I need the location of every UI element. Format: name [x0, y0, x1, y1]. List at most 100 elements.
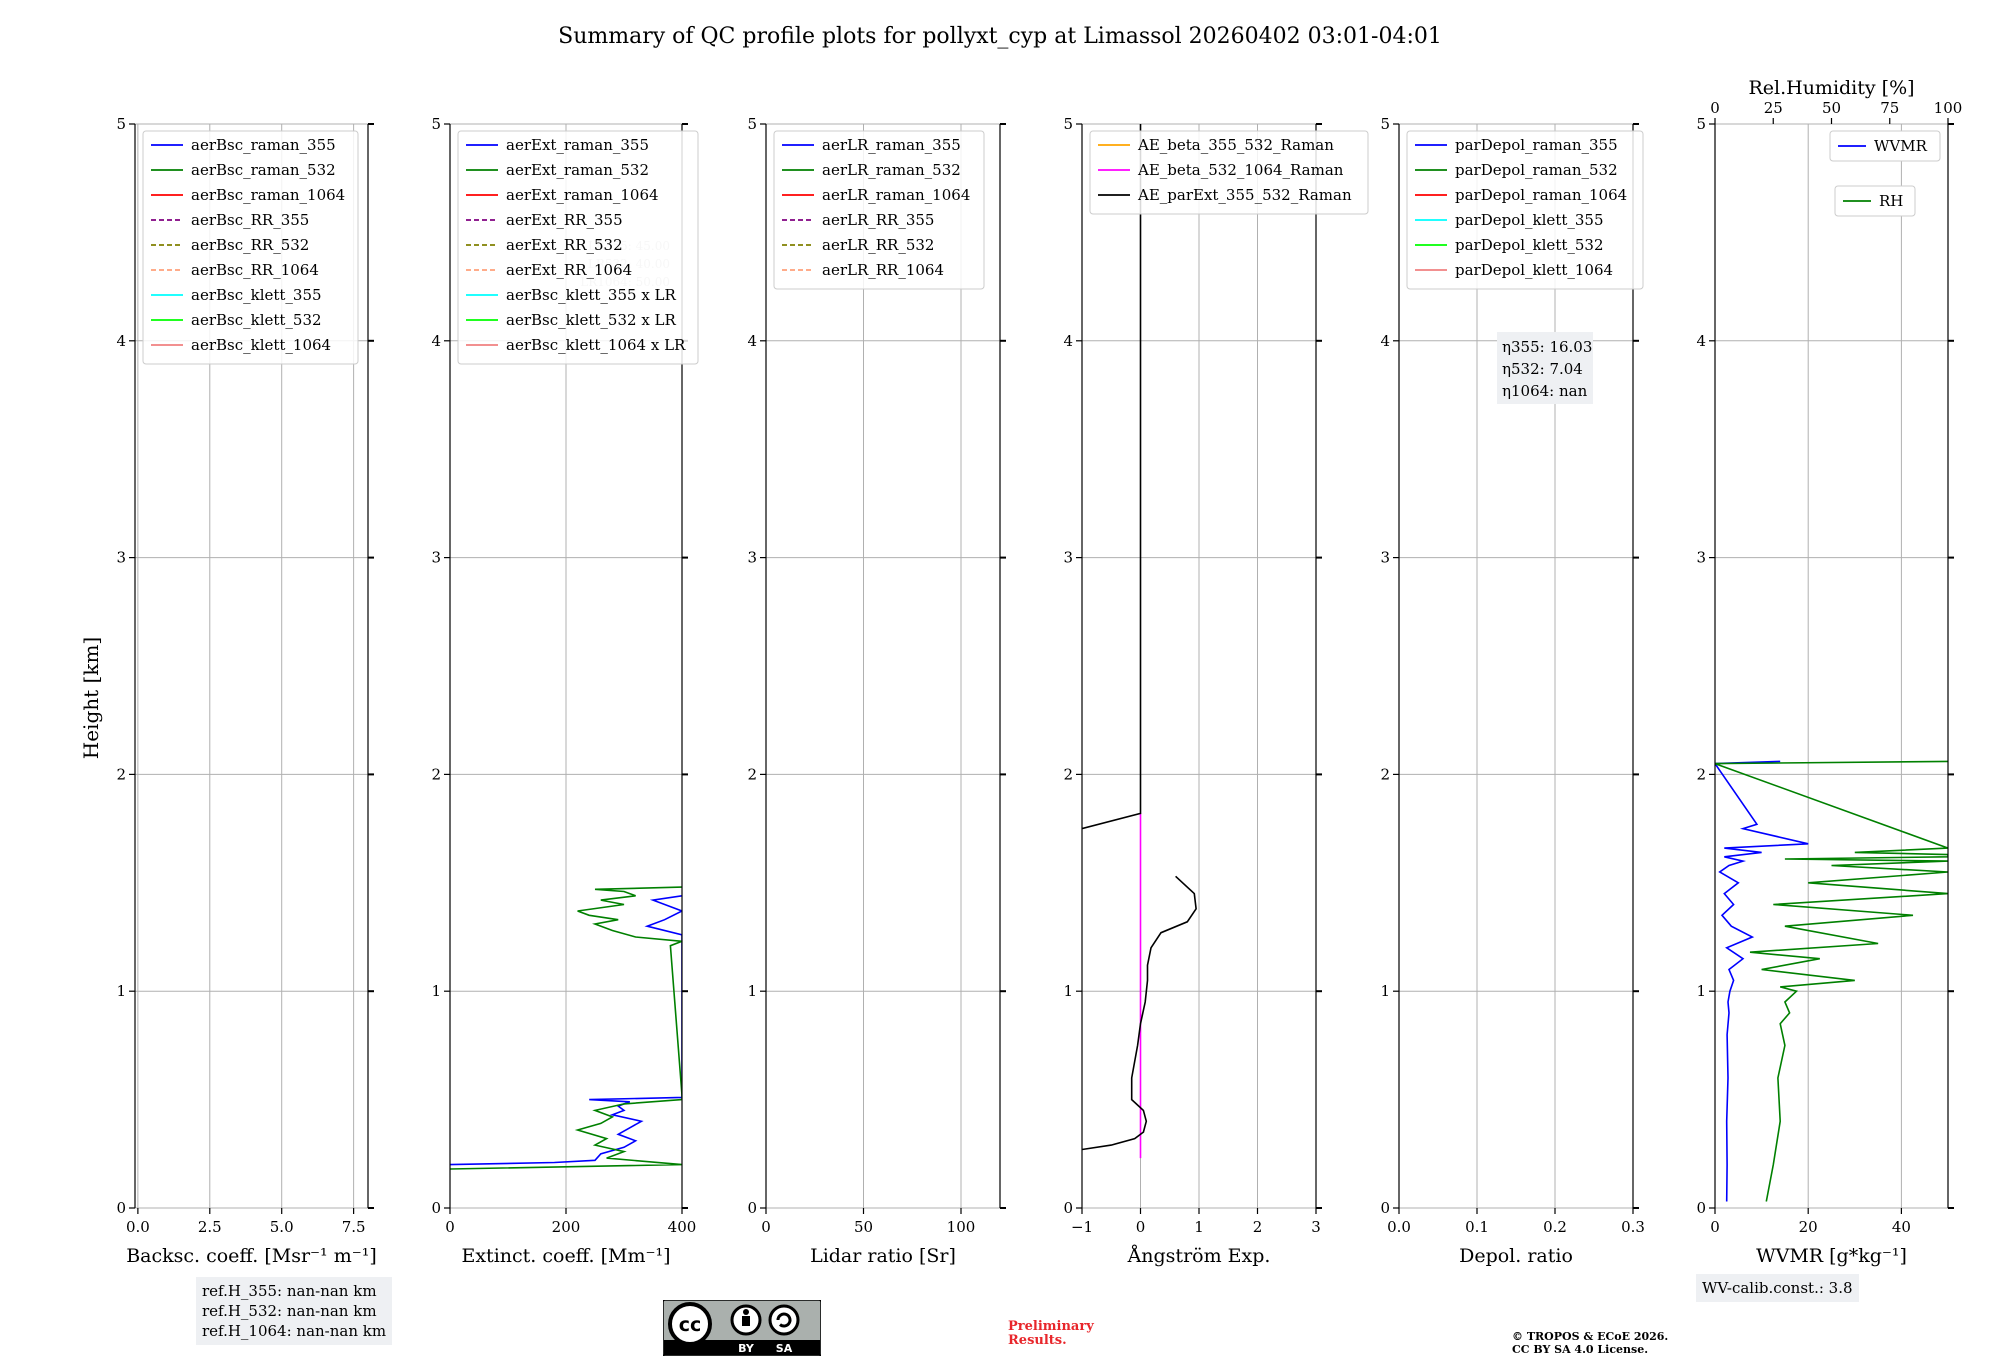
legend-label: parDepol_raman_355 [1455, 136, 1618, 154]
legend-label: aerExt_RR_1064 [506, 261, 632, 279]
legend-bsc: aerBsc_raman_355 aerBsc_raman_532 aerBsc_r… [142, 130, 359, 365]
y-tick-label: 4 [1063, 332, 1073, 350]
top-x-tick-label: 50 [1822, 99, 1841, 117]
y-tick-label: 1 [1063, 982, 1073, 1000]
x-tick-label: 100 [947, 1218, 976, 1236]
legend-label: aerBsc_raman_532 [191, 161, 336, 179]
shared-y-axis-label: Height [km] [79, 637, 103, 759]
legend-label: aerBsc_RR_355 [191, 211, 309, 229]
wv-calibration-constant: WV-calib.const.: 3.8 [1702, 1279, 1853, 1297]
legend-label: aerLR_RR_1064 [822, 261, 944, 279]
y-tick-label: 1 [747, 982, 757, 1000]
plot-panels: 0 1 2 3 4 5 0.0 2.5 5.0 7.5 Backsc. coeff. [Msr⁻¹ … [116, 77, 1962, 1267]
legend-frame [1089, 130, 1369, 215]
y-tick-label: 3 [1380, 549, 1390, 567]
y-tick-label: 2 [1380, 765, 1390, 783]
y-tick-label: 4 [116, 332, 126, 350]
legend-label: aerExt_RR_532 [506, 236, 623, 254]
x-tick-label: 1 [1194, 1218, 1204, 1236]
legend-label: aerBsc_klett_355 x LR [506, 286, 677, 304]
x-tick-label: 0 [1710, 1218, 1720, 1236]
y-tick-label: 1 [1380, 982, 1390, 1000]
legend-ae: AE_beta_355_532_Raman AE_beta_532_1064_Ra… [1089, 130, 1369, 215]
x-tick-label: 0.0 [126, 1218, 150, 1236]
y-tick-label: 5 [431, 115, 441, 133]
x-tick-label: 50 [854, 1218, 873, 1236]
series-aerExt_raman_532 [450, 886, 682, 1170]
y-tick-label: 0 [431, 1199, 441, 1217]
legend-label: aerBsc_klett_1064 [191, 336, 331, 354]
eta-annotation: η355: 16.03 [1502, 338, 1592, 356]
y-tick-label: 4 [1696, 332, 1706, 350]
y-tick-label: 1 [116, 982, 126, 1000]
y-tick-label: 2 [747, 765, 757, 783]
y-tick-label: 0 [747, 1199, 757, 1217]
top-x-tick-label: 75 [1880, 99, 1899, 117]
legend-lr: aerLR_raman_355 aerLR_raman_532 aerLR_rama… [773, 130, 985, 290]
panel-bsc: 0 1 2 3 4 5 0.0 2.5 5.0 7.5 Backsc. coeff. [Msr⁻¹ … [116, 115, 376, 1267]
cc-logo-text: cc [679, 1314, 702, 1336]
legend-frame [142, 130, 359, 365]
y-tick-label: 3 [1063, 549, 1073, 567]
x-axis-label: Depol. ratio [1459, 1245, 1573, 1267]
wv-calibration-box: WV-calib.const.: 3.8 [1696, 1274, 1859, 1302]
y-tick-label: 2 [116, 765, 126, 783]
y-tick-label: 0 [1063, 1199, 1073, 1217]
series-RH [1715, 760, 1948, 1202]
y-tick-label: 3 [431, 549, 441, 567]
y-tick-label: 3 [116, 549, 126, 567]
y-tick-label: 0 [1380, 1199, 1390, 1217]
grid-wv [1714, 123, 1948, 1209]
legend-label: aerLR_raman_355 [822, 136, 961, 154]
cc-sa-label: SA [776, 1342, 793, 1355]
legend-frame [1829, 130, 1941, 162]
top-x-tick-label: 25 [1764, 99, 1783, 117]
legend-label: aerExt_RR_355 [506, 211, 623, 229]
y-tick-label: 3 [1696, 549, 1706, 567]
legend-label: aerLR_raman_532 [822, 161, 961, 179]
x-tick-label: 0.0 [1387, 1218, 1411, 1236]
x-axis-label: Extinct. coeff. [Mm⁻¹] [461, 1245, 670, 1267]
y-tick-label: 2 [1696, 765, 1706, 783]
share-alike-icon [768, 1304, 800, 1336]
legend-label: parDepol_raman_532 [1455, 161, 1618, 179]
series-AE_parExt_355_532_Raman_upper [1082, 124, 1142, 830]
x-tick-label: 0.2 [1543, 1218, 1567, 1236]
y-tick-label: 0 [116, 1199, 126, 1217]
eta-annotation: η532: 7.04 [1502, 360, 1583, 378]
eta-annotation-box [1497, 332, 1593, 404]
top-x-axis-label: Rel.Humidity [%] [1748, 77, 1914, 99]
x-axis-label: Backsc. coeff. [Msr⁻¹ m⁻¹] [126, 1245, 377, 1267]
x-tick-label: 20 [1799, 1218, 1818, 1236]
legend-label: aerBsc_raman_355 [191, 136, 336, 154]
legend-label: parDepol_klett_1064 [1455, 261, 1613, 279]
legend-label: aerLR_raman_1064 [822, 186, 970, 204]
y-tick-label: 4 [1380, 332, 1390, 350]
x-axis-label: Lidar ratio [Sr] [810, 1245, 956, 1267]
series-aerExt_raman_355 [450, 895, 682, 1166]
x-tick-label: 7.5 [342, 1218, 366, 1236]
x-tick-label: 0 [445, 1218, 455, 1236]
y-tick-label: 0 [1696, 1199, 1706, 1217]
x-axis-label: WVMR [g*kg⁻¹] [1756, 1245, 1907, 1267]
legend-label: aerBsc_klett_1064 x LR [506, 336, 686, 354]
preliminary-line-2: Results. [1008, 1333, 1067, 1348]
x-tick-label: 0 [761, 1218, 771, 1236]
legend-label: WVMR [1874, 137, 1928, 155]
x-tick-label: 0.1 [1465, 1218, 1489, 1236]
copyright-note: © TROPOS & ECoE 2026. CC BY SA 4.0 Licen… [1512, 1330, 1668, 1356]
preliminary-results-note: Preliminary Results. [1008, 1320, 1094, 1348]
legend-label: aerLR_RR_355 [822, 211, 934, 229]
ref-height-355: ref.H_355: nan-nan km [202, 1282, 377, 1300]
copyright-line-2: CC BY SA 4.0 License. [1512, 1343, 1649, 1356]
y-tick-label: 5 [747, 115, 757, 133]
y-tick-label: 1 [431, 982, 441, 1000]
x-tick-label: 40 [1892, 1218, 1911, 1236]
legend-label: aerExt_raman_1064 [506, 186, 659, 204]
legend-label: AE_beta_532_1064_Raman [1137, 161, 1344, 179]
x-tick-label: 400 [668, 1218, 697, 1236]
